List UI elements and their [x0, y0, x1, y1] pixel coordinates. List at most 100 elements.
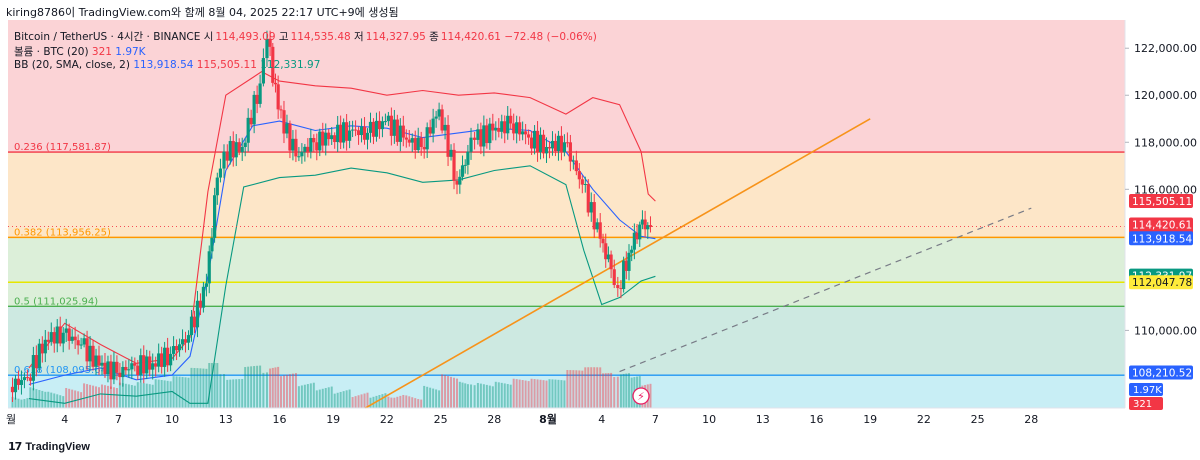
volume-bar	[480, 384, 482, 408]
volume-bar	[464, 383, 466, 408]
candle-body	[250, 118, 253, 125]
candle-body	[357, 130, 360, 135]
volume-bar	[435, 389, 437, 408]
y-tick-label: 110,000.00	[1134, 324, 1197, 337]
candle-body	[47, 340, 50, 342]
candle-body	[41, 344, 44, 354]
candle-body	[548, 147, 551, 148]
candle-body	[187, 335, 190, 343]
volume-bar	[86, 384, 88, 408]
candle-body	[103, 363, 106, 374]
candle-body	[184, 339, 187, 342]
x-tick-label: 19	[863, 413, 877, 426]
fib-label-3: 0.5 (111,025.94)	[14, 296, 98, 307]
candle-body	[627, 253, 630, 271]
volume-bar	[98, 387, 100, 408]
candle-body	[321, 132, 324, 146]
volume-bar	[355, 396, 357, 408]
candle-body	[518, 122, 521, 134]
volume-bar	[572, 370, 574, 408]
candle-body	[327, 133, 330, 139]
volume-bar	[190, 368, 192, 408]
volume-label[interactable]: 볼륨 · BTC (20)	[14, 46, 89, 58]
volume-bar	[17, 399, 19, 408]
volume-bar	[83, 383, 85, 408]
volume-bar	[578, 370, 580, 408]
candle-body	[65, 328, 68, 332]
tradingview-footer[interactable]: 17 TradingView	[8, 440, 90, 453]
volume-bar	[38, 390, 40, 408]
volume-bar	[235, 379, 237, 408]
candle-body	[324, 133, 327, 146]
x-tick-label: 16	[273, 413, 287, 426]
volume-bar	[438, 390, 440, 408]
price-label: 115,505.11	[1132, 196, 1192, 208]
candle-body	[423, 147, 426, 149]
candle-body	[59, 326, 62, 343]
candle-body	[557, 136, 560, 151]
candle-body	[402, 126, 405, 138]
high-label: 고	[279, 31, 289, 43]
volume-bar	[41, 391, 43, 408]
volume-bar	[381, 394, 383, 408]
candle-body	[14, 379, 17, 393]
candle-body	[438, 109, 441, 116]
volume-bar	[269, 369, 271, 408]
volume-bar	[474, 385, 476, 408]
candle-body	[638, 225, 641, 240]
candle-body	[336, 125, 339, 142]
volume-bar	[272, 368, 274, 408]
volume-bar	[402, 395, 404, 408]
candle-body	[112, 362, 115, 380]
candle-body	[71, 337, 74, 341]
candle-body	[366, 133, 369, 140]
candle-body	[133, 363, 136, 365]
candle-body	[53, 332, 56, 343]
volume-bar	[507, 384, 509, 408]
candle-body	[515, 122, 518, 133]
candle-body	[369, 122, 372, 133]
volume-bar	[71, 390, 73, 408]
volume-bar	[343, 391, 345, 408]
candle-body	[115, 362, 118, 373]
candle-body	[584, 184, 587, 185]
volume-bar	[492, 386, 494, 408]
candle-body	[20, 380, 23, 385]
volume-bar	[131, 385, 133, 408]
volume-bar	[214, 363, 216, 408]
candle-body	[590, 202, 593, 212]
volume-bar	[232, 379, 234, 408]
candle-body	[306, 147, 309, 152]
candle-body	[172, 346, 175, 354]
volume-bar	[289, 374, 291, 408]
candle-body	[455, 181, 458, 185]
volume-value-2: 1.97K	[115, 46, 145, 58]
legend-symbol[interactable]: Bitcoin / TetherUS · 4시간 · BINANCE	[14, 31, 200, 43]
bb-label[interactable]: BB (20, SMA, close, 2)	[14, 59, 130, 71]
volume-bar	[304, 385, 306, 408]
volume-bar	[247, 367, 249, 408]
x-tick-label: 7	[652, 413, 659, 426]
volume-bar	[116, 388, 118, 408]
volume-bar	[346, 390, 348, 408]
candle-body	[360, 127, 363, 135]
candle-body	[136, 366, 139, 375]
volume-bar	[483, 384, 485, 408]
candle-body	[91, 346, 94, 367]
volume-bar	[495, 382, 497, 408]
volume-bar	[593, 367, 595, 408]
volume-bar	[411, 397, 413, 408]
volume-bar	[432, 389, 434, 408]
volume-bar	[196, 368, 198, 408]
candle-body	[88, 346, 91, 362]
candle-body	[593, 202, 596, 229]
x-tick-label: 19	[326, 413, 340, 426]
volume-bar	[470, 384, 472, 408]
volume-bar	[325, 388, 327, 408]
candle-body	[491, 124, 494, 131]
candle-body	[222, 152, 225, 169]
volume-bar	[554, 380, 556, 408]
volume-bar	[522, 380, 524, 408]
candle-body	[62, 333, 65, 344]
candle-body	[536, 131, 539, 152]
